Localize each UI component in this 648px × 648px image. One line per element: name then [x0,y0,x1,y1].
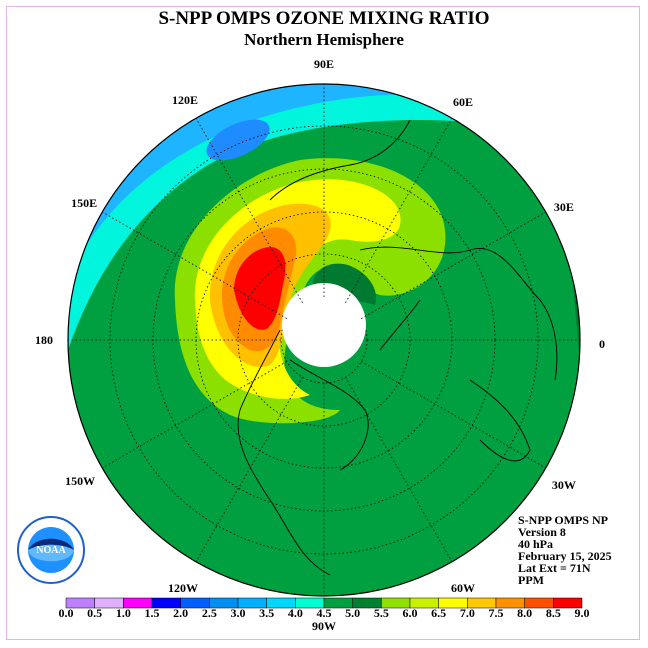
meridians [68,84,580,596]
longitude-label: 0 [599,337,605,351]
noaa-logo: NOAA [17,516,85,584]
longitude-label: 90E [314,57,334,71]
meridian-line [345,377,453,562]
coastline-africa [469,379,531,462]
logo-bird-icon [28,538,74,550]
logo-wave [28,544,74,562]
longitude-label: 150E [71,196,97,210]
longitude-label: 30E [554,200,574,214]
longitude-label: 120W [168,581,198,595]
field-red [234,247,286,330]
map-title: S-NPP OMPS OZONE MIXING RATIO [158,8,490,29]
longitude-label: 60E [453,95,473,109]
longitude-label: 60W [451,581,475,595]
coastline-eurasia [359,246,558,381]
latitude-circle [109,125,539,555]
field-blue-patch [206,119,270,161]
coastline-greenland [379,299,421,351]
info-lat-ext: Lat Ext = 71N [518,561,591,575]
coastline-north-america [237,329,331,576]
meridian-line [361,211,546,319]
info-pressure: 40 hPa [518,537,554,551]
map-subtitle: Northern Hemisphere [244,30,404,49]
longitude-label: 90W [312,619,336,633]
meridian-line [361,361,546,469]
latitude-circle [237,253,411,427]
longitude-label: 150W [65,474,95,488]
coastline-hudson [289,359,369,471]
info-block: S-NPP OMPS NP Version 8 40 hPa February … [518,514,612,586]
figure-border [6,6,640,640]
meridian-line [102,361,287,469]
longitude-label: 120E [172,93,198,107]
polar-night-gap [282,283,366,367]
longitude-label: 30W [552,478,576,492]
logo-text: NOAA [36,545,66,556]
meridian-line [102,211,287,319]
coastlines [237,119,558,576]
meridian-line [195,377,303,562]
coastline-siberia [269,119,411,201]
ozone-field [68,84,580,596]
info-date: February 15, 2025 [518,549,612,563]
longitude-labels: 90E 60E 30E 0 30W 60W 90W 120W 150W 180 150E 120E [35,57,605,633]
meridian-line [195,118,303,303]
info-version: Version 8 [518,525,566,539]
info-units: PPM [518,573,544,587]
meridian-line [345,118,453,303]
info-satellite: S-NPP OMPS NP [518,513,608,527]
longitude-label: 180 [35,333,53,347]
